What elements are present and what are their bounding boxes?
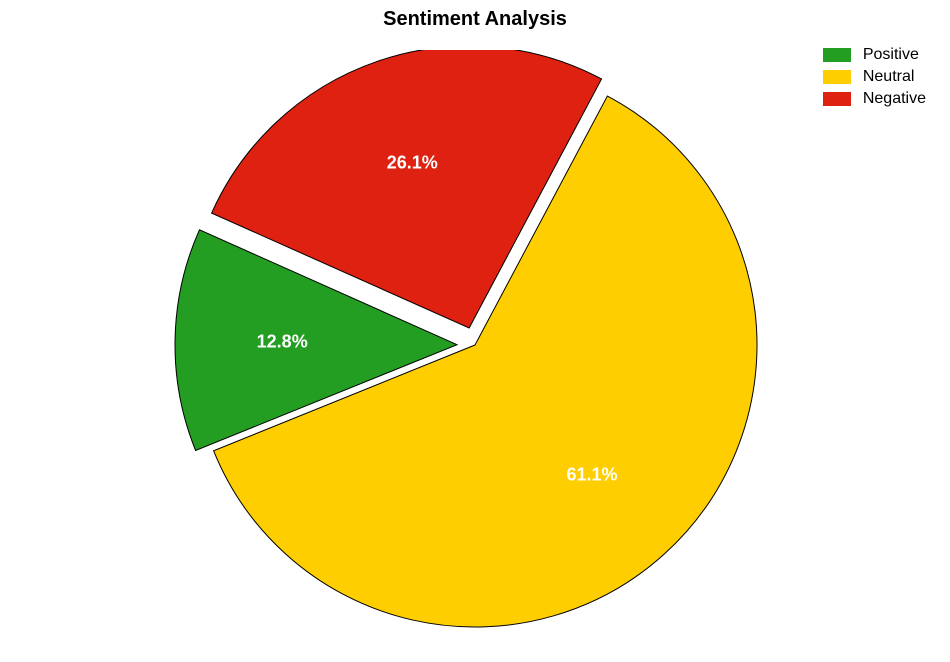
legend-item-neutral: Neutral	[823, 68, 926, 86]
legend-label: Neutral	[863, 68, 915, 86]
legend-swatch	[823, 70, 851, 84]
sentiment-pie-chart: Sentiment Analysis Positive Neutral Negati…	[0, 0, 950, 662]
slice-label-negative: 26.1%	[387, 152, 438, 173]
slice-label-neutral: 61.1%	[567, 464, 618, 485]
legend-label: Positive	[863, 46, 919, 64]
legend-label: Negative	[863, 90, 926, 108]
legend-swatch	[823, 48, 851, 62]
legend-item-positive: Positive	[823, 46, 926, 64]
legend-swatch	[823, 92, 851, 106]
chart-title: Sentiment Analysis	[0, 8, 950, 31]
legend: Positive Neutral Negative	[823, 46, 926, 112]
legend-item-negative: Negative	[823, 90, 926, 108]
slice-label-positive: 12.8%	[257, 331, 308, 352]
pie-svg	[150, 50, 800, 650]
